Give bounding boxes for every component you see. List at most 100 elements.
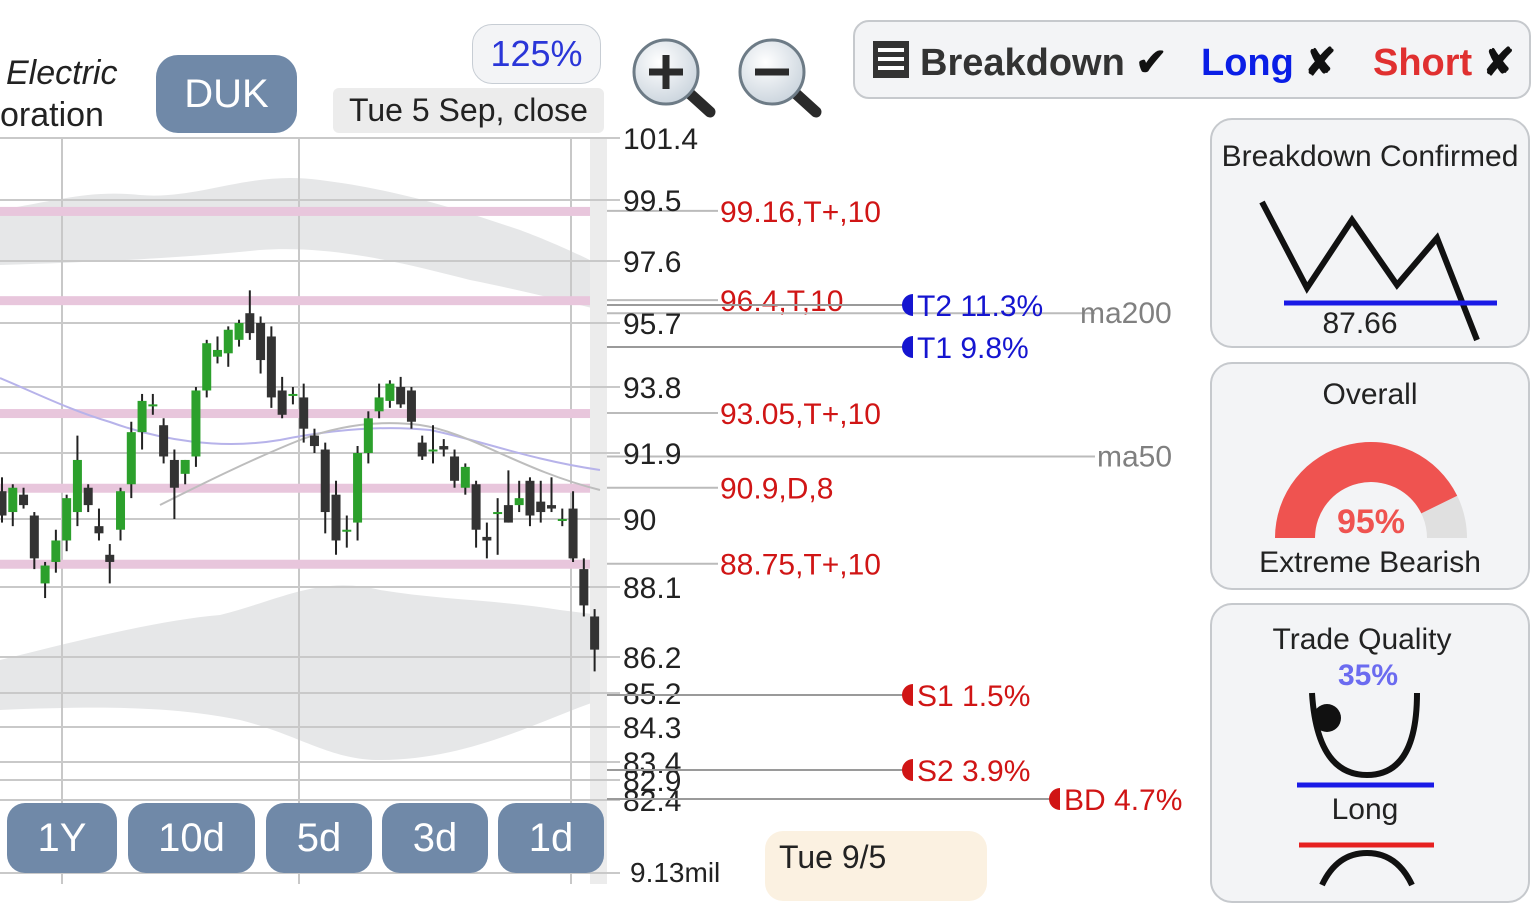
candle-body <box>137 400 147 433</box>
target-marker <box>902 336 913 358</box>
overall-title: Overall <box>1322 378 1418 411</box>
moving-averages: ma200 ma50 <box>0 297 1172 506</box>
resistance-band <box>0 296 590 306</box>
candle-body <box>191 390 201 457</box>
company-name-line2: oration <box>0 96 104 134</box>
resistance-band <box>0 559 590 569</box>
overall-panel[interactable]: Overall 95% Extreme Bearish <box>1210 362 1530 590</box>
filter-breakdown[interactable]: Breakdown ✔ <box>920 40 1167 85</box>
filter-bar <box>853 20 1531 99</box>
candle-body <box>94 526 104 534</box>
y-tick-label: 83.4 <box>623 747 681 780</box>
day-label: Tue 9/5 <box>765 831 987 901</box>
candle-body <box>342 529 352 532</box>
candle-body <box>8 487 18 513</box>
filter-long-label: Long <box>1201 42 1294 84</box>
candle-body <box>568 508 578 559</box>
candle-body <box>277 390 287 415</box>
candle-body <box>547 505 557 509</box>
target-label: S2 3.9% <box>917 755 1030 788</box>
candle-body <box>169 459 179 488</box>
cross-icon: ✘ <box>1482 42 1515 84</box>
price-chart[interactable]: 99.16,T+,1096.4,T,1093.05,T+,1090.9,D,88… <box>0 0 1200 884</box>
candle-body <box>288 393 298 396</box>
y-tick-label: 97.6 <box>623 246 681 279</box>
filter-breakdown-label: Breakdown <box>920 42 1125 84</box>
candle-body <box>428 449 438 452</box>
overall-gauge <box>1275 441 1467 538</box>
candle-body <box>331 494 341 541</box>
target-labels: T2 11.3% T1 9.8% S1 1.5% S2 3.9% BD 4.7% <box>607 290 1182 817</box>
candle-body <box>245 313 255 334</box>
candle-body <box>51 540 61 562</box>
date-label: Tue 5 Sep, close <box>333 88 604 133</box>
period-5d-button[interactable]: 5d <box>266 803 372 873</box>
y-tick-label: 84.3 <box>623 712 681 745</box>
candle-body <box>0 491 7 516</box>
candle-body <box>180 459 190 474</box>
candle-body <box>62 498 72 541</box>
candle-body <box>83 487 93 506</box>
cross-icon: ✘ <box>1304 42 1337 84</box>
candle-body <box>493 512 503 515</box>
filter-short[interactable]: Short ✘ <box>1373 40 1515 85</box>
candle-body <box>320 449 330 513</box>
candle-body <box>514 498 524 506</box>
candle-body <box>396 387 406 405</box>
candle-body <box>482 536 492 541</box>
period-10d-button[interactable]: 10d <box>128 803 255 873</box>
check-icon: ✔ <box>1135 42 1168 84</box>
pattern-panel[interactable]: Breakdown Confirmed 87.66 <box>1210 118 1530 348</box>
candle-body <box>439 446 449 450</box>
target-marker <box>902 684 913 706</box>
filter-long[interactable]: Long ✘ <box>1201 40 1336 85</box>
resistance-band <box>0 206 590 216</box>
y-tick-label: 90 <box>623 504 656 537</box>
target-marker <box>1049 788 1060 810</box>
period-1y-button[interactable]: 1Y <box>7 803 117 873</box>
chart-grid <box>0 137 620 884</box>
candle-body <box>385 383 395 401</box>
target-marker <box>902 759 913 781</box>
period-1d-button[interactable]: 1d <box>498 803 604 873</box>
candle-body <box>299 397 309 429</box>
resistance-label: 93.05,T+,10 <box>720 398 881 431</box>
trade-quality-title: Trade Quality <box>1272 623 1452 656</box>
y-tick-label: 99.5 <box>623 185 681 218</box>
resistance-label: 99.16,T+,10 <box>720 196 881 229</box>
candle-body <box>105 554 115 562</box>
y-tick-label: 86.2 <box>623 642 681 675</box>
candle-body <box>450 456 460 481</box>
candle-body <box>460 466 470 488</box>
zoom-in-button[interactable] <box>628 38 720 123</box>
list-icon[interactable] <box>872 40 912 85</box>
candle-body <box>557 519 567 521</box>
y-tick-label: 95.7 <box>623 308 681 341</box>
candle-body <box>309 435 319 447</box>
ticker-button[interactable]: DUK <box>156 55 297 133</box>
candle-body <box>536 501 546 513</box>
y-tick-label: 101.4 <box>623 123 698 156</box>
target-label: BD 4.7% <box>1064 784 1182 817</box>
zoom-in-icon <box>632 38 716 118</box>
candle-body <box>266 336 276 398</box>
ma-label: ma200 <box>1080 297 1172 330</box>
trade-quality-label: Long <box>1331 793 1399 826</box>
candle-body <box>374 397 384 412</box>
candle-body <box>503 505 513 523</box>
volume-label: 9.13mil <box>630 857 721 888</box>
period-3d-button[interactable]: 3d <box>382 803 488 873</box>
resistance-label: 88.75,T+,10 <box>720 549 881 582</box>
trade-quality-panel[interactable]: Trade Quality 35% Long <box>1210 603 1530 903</box>
candle-body <box>256 323 266 361</box>
zoom-out-button[interactable] <box>734 38 826 123</box>
ma-line-blue <box>0 377 601 471</box>
candle-body <box>363 418 373 453</box>
ma-label: ma50 <box>1097 440 1172 473</box>
zoom-level: 125% <box>472 24 601 84</box>
candle-body <box>471 484 481 530</box>
y-tick-label: 82.4 <box>623 785 681 818</box>
resistance-band <box>0 409 590 419</box>
candle-body <box>159 425 169 457</box>
candle-body <box>202 343 212 391</box>
